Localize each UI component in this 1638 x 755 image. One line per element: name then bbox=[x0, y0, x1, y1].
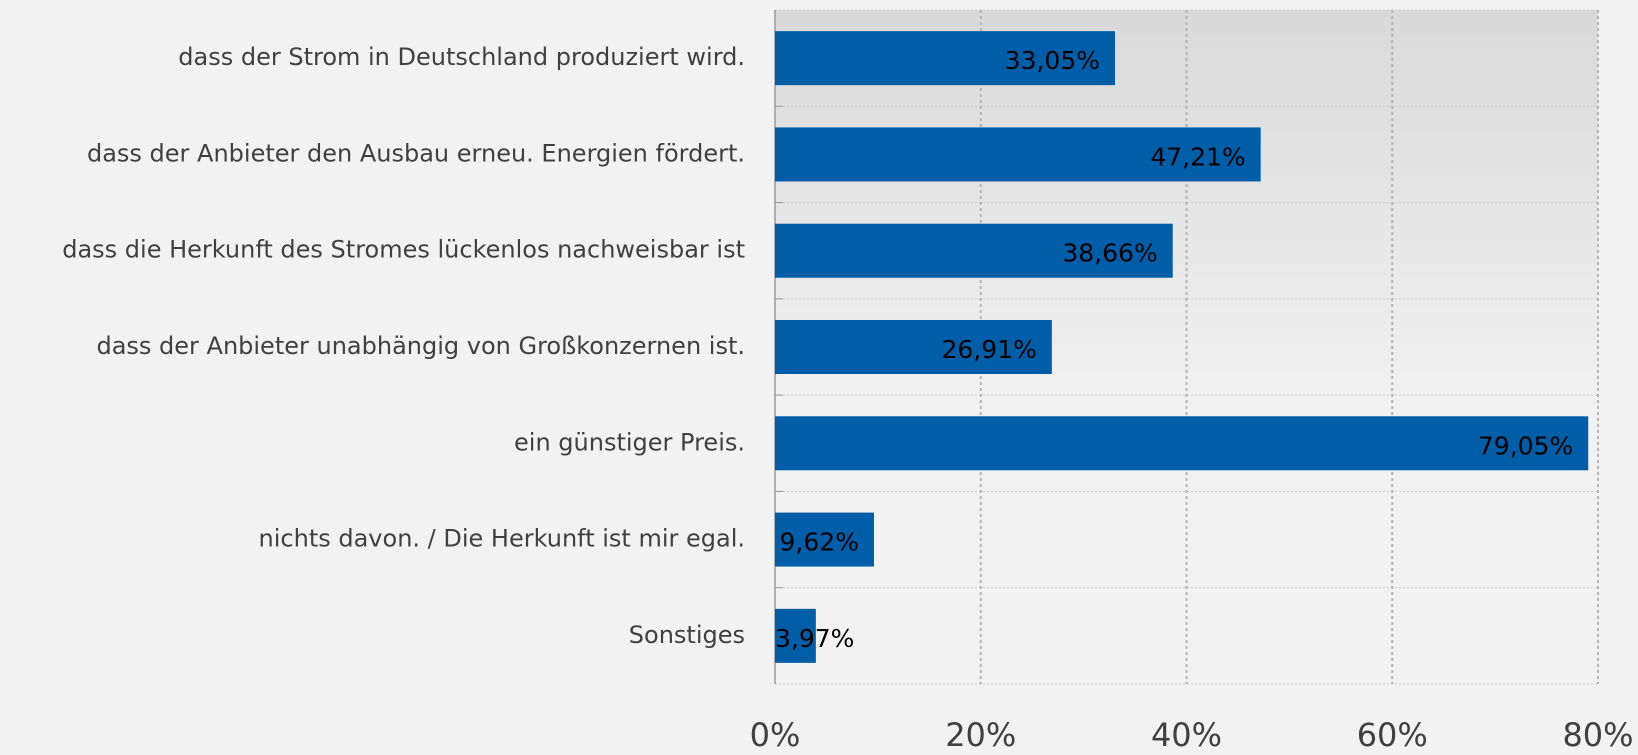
data-label: 9,62% bbox=[780, 528, 859, 557]
bar bbox=[775, 223, 1173, 278]
data-label: 26,91% bbox=[942, 335, 1037, 364]
bar bbox=[775, 320, 1052, 374]
bar bbox=[775, 608, 816, 663]
y-tick-label: dass die Herkunft des Stromes lückenlos … bbox=[62, 236, 745, 264]
data-label: 47,21% bbox=[1150, 142, 1245, 171]
x-tick-label: 40% bbox=[1151, 716, 1222, 754]
data-label: 3,97% bbox=[775, 624, 854, 653]
data-label: 33,05% bbox=[1005, 46, 1100, 75]
y-tick-label: nichts davon. / Die Herkunft ist mir ega… bbox=[259, 525, 745, 553]
x-tick-label: 20% bbox=[945, 716, 1016, 754]
bar bbox=[775, 31, 1116, 86]
y-tick-label: dass der Strom in Deutschland produziert… bbox=[178, 43, 745, 71]
x-tick-label: 80% bbox=[1562, 716, 1633, 754]
y-tick-label: dass der Anbieter den Ausbau erneu. Ener… bbox=[87, 139, 745, 167]
bar bbox=[775, 127, 1261, 182]
x-tick-label: 0% bbox=[750, 716, 801, 754]
data-label: 38,66% bbox=[1062, 239, 1157, 268]
bar bbox=[775, 416, 1589, 471]
y-tick-label: dass der Anbieter unabhängig von Großkon… bbox=[96, 332, 745, 360]
x-tick-label: 60% bbox=[1357, 716, 1428, 754]
bar bbox=[775, 512, 874, 567]
y-tick-label: Sonstiges bbox=[629, 621, 745, 649]
data-label: 79,05% bbox=[1478, 431, 1573, 460]
y-tick-label: ein günstiger Preis. bbox=[514, 428, 745, 456]
